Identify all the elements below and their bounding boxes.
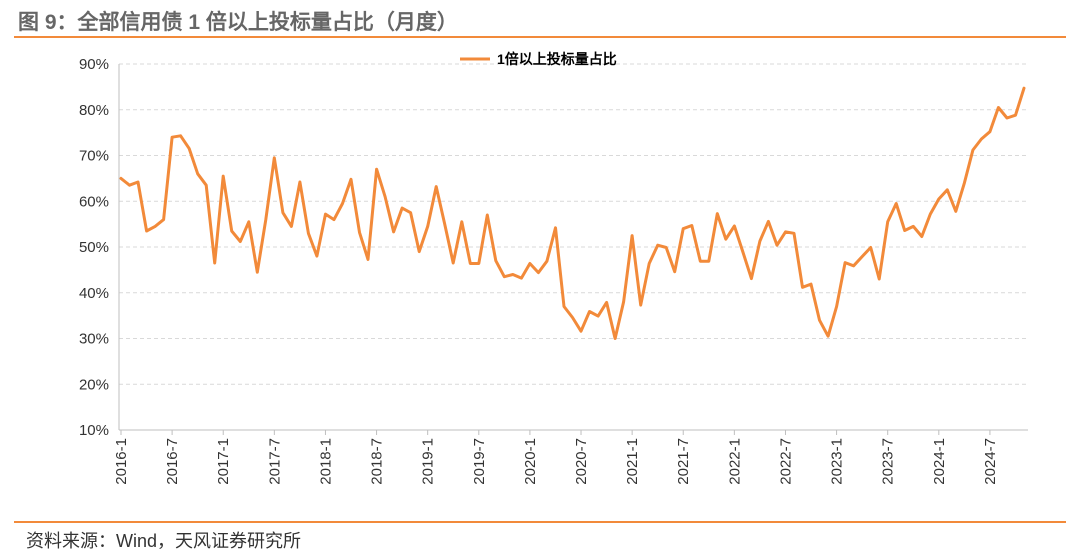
legend: 1倍以上投标量占比 <box>460 51 617 67</box>
x-tick-label: 2018-1 <box>317 438 334 485</box>
y-tick-label: 30% <box>79 331 109 348</box>
y-tick-label: 60% <box>79 193 109 210</box>
x-tick-label: 2021-1 <box>624 438 641 485</box>
x-tick-label: 2022-7 <box>777 438 794 485</box>
x-tick-label: 2016-7 <box>164 438 181 485</box>
x-tick-label: 2017-1 <box>215 438 232 485</box>
grid-lines <box>119 63 1028 385</box>
y-tick-label: 70% <box>79 148 109 165</box>
y-tick-label: 90% <box>79 56 109 73</box>
x-tick-label: 2022-1 <box>726 438 743 485</box>
source-note: 资料来源：Wind，天风证券研究所 <box>26 531 302 551</box>
x-tick-label: 2023-1 <box>829 438 846 485</box>
y-tick-label: 80% <box>79 102 109 119</box>
x-tick-label: 2019-1 <box>420 438 437 485</box>
line-chart: 10% 20% 30% 40% 50% 60% 70% 80% 90% 2016-1 2016-7… <box>79 51 1028 485</box>
bottom-rule <box>14 521 1066 523</box>
y-tick-label: 20% <box>79 376 109 393</box>
x-tick-label: 2024-1 <box>931 438 948 485</box>
axes <box>118 64 1028 435</box>
chart-title: 图 9：全部信用债 1 倍以上投标量占比（月度） <box>18 11 458 34</box>
y-tick-label: 50% <box>79 239 109 256</box>
x-tick-label: 2021-7 <box>675 438 692 485</box>
series-layer <box>119 86 1026 340</box>
x-tick-label: 2024-7 <box>982 438 999 485</box>
legend-label: 1倍以上投标量占比 <box>497 51 617 67</box>
x-tick-label: 2017-7 <box>266 438 283 485</box>
x-tick-label: 2016-1 <box>113 438 130 485</box>
x-tick-label: 2020-1 <box>522 438 539 485</box>
y-tick-label: 10% <box>79 422 109 439</box>
x-tick-label: 2019-7 <box>471 438 488 485</box>
y-tick-label: 40% <box>79 285 109 302</box>
x-tick-label: 2018-7 <box>369 438 386 485</box>
top-rule <box>14 36 1066 38</box>
x-axis-labels: 2016-1 2016-7 2017-1 2017-7 2018-1 2018-7 2019… <box>113 438 999 485</box>
x-tick-label: 2023-7 <box>880 438 897 485</box>
y-axis-labels: 10% 20% 30% 40% 50% 60% 70% 80% 90% <box>79 56 109 439</box>
series-line <box>119 86 1026 340</box>
x-tick-label: 2020-7 <box>573 438 590 485</box>
